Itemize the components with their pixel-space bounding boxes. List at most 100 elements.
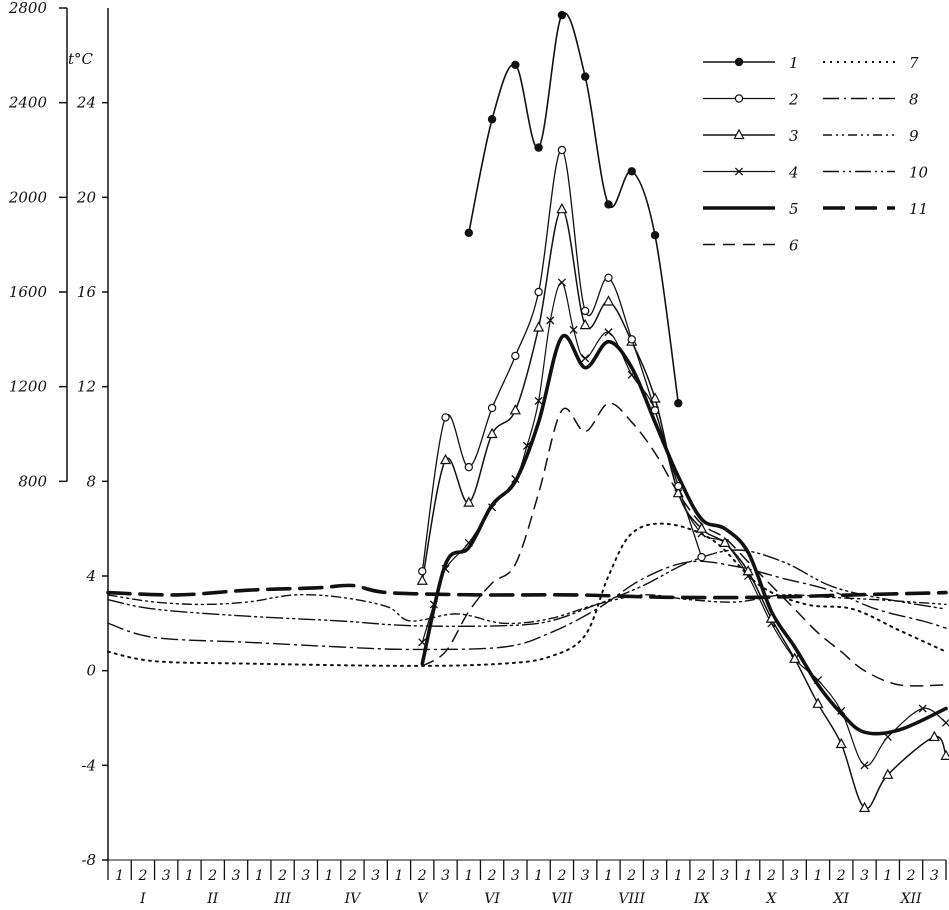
x-decade-label: 3 [232, 868, 241, 884]
series-point [835, 737, 847, 749]
series-point [928, 730, 940, 742]
series-point [534, 396, 543, 405]
series-3-line [421, 208, 947, 810]
left-axis-tick-label: 12 [77, 378, 96, 396]
legend-label-7: 7 [909, 54, 919, 72]
series-point [627, 167, 636, 176]
series-point [602, 295, 615, 306]
series-9-line [107, 593, 947, 625]
series-point [627, 335, 636, 344]
legend-label-5: 5 [789, 200, 799, 218]
x-decade-label: 2 [417, 868, 427, 884]
x-decade-label: 3 [301, 868, 310, 884]
series-point [487, 403, 497, 413]
sum-axis-tick-label: 2400 [8, 94, 48, 112]
series-point [697, 552, 706, 562]
x-decade-label: 2 [347, 868, 357, 884]
series-point [416, 574, 428, 585]
series-point [918, 704, 927, 713]
series-point [556, 202, 568, 214]
x-decade-label: 2 [906, 868, 916, 884]
x-decade-label: 3 [441, 868, 450, 884]
series-point [580, 72, 590, 81]
legend-label-2: 2 [788, 91, 799, 109]
x-decade-label: 3 [581, 868, 590, 884]
series-point [534, 143, 543, 152]
x-decade-label: 2 [487, 868, 497, 884]
series-point [789, 652, 801, 663]
series-point [837, 706, 846, 715]
x-decade-label: 2 [696, 868, 706, 884]
series-6-line [421, 402, 947, 687]
legend-label-1: 1 [789, 54, 799, 72]
series-point [812, 697, 824, 708]
x-month-label: VII [551, 891, 573, 907]
series-point [604, 273, 613, 282]
series-point [604, 328, 613, 337]
x-decade-label: 3 [371, 868, 380, 884]
series-point [695, 522, 708, 533]
x-decade-label: 2 [137, 868, 147, 884]
x-decade-label: 1 [814, 868, 823, 884]
series-point [941, 718, 949, 727]
series-point [546, 316, 555, 325]
series-point [569, 325, 578, 334]
x-decade-label: 1 [255, 868, 264, 884]
series-point [858, 801, 871, 813]
series-point [579, 318, 591, 330]
x-decade-label: 1 [395, 868, 404, 884]
left-axis-tick-label: 8 [86, 472, 96, 490]
x-decade-label: 1 [115, 868, 124, 884]
series-11-line [106, 583, 948, 600]
series-point [522, 441, 532, 450]
series-point [627, 370, 636, 379]
series-point [650, 231, 660, 240]
series-7-line [107, 522, 947, 667]
sum-axis-tick-label: 2800 [8, 0, 48, 17]
series-point [674, 399, 683, 408]
series-4-line [421, 281, 947, 767]
series-point [511, 351, 520, 361]
series-point [742, 565, 754, 576]
legend-label-11: 11 [909, 200, 928, 218]
series-1-line [468, 12, 680, 404]
series-point [511, 60, 520, 69]
series-point [533, 321, 545, 332]
x-decade-label: 2 [626, 868, 636, 884]
x-month-label: XI [833, 891, 850, 907]
series-point [940, 749, 949, 760]
series-point [650, 406, 660, 415]
series-point [464, 538, 473, 547]
left-axis-tick-label: -4 [81, 756, 96, 774]
x-decade-label: 3 [651, 868, 660, 884]
x-decade-label: 1 [185, 868, 194, 884]
x-decade-label: 3 [860, 868, 869, 884]
sum-axis-tick-label: 2000 [8, 188, 48, 206]
x-decade-label: 1 [534, 868, 543, 884]
left-axis-tick-label: 16 [77, 283, 97, 301]
left-axis-tick-label: 0 [86, 662, 96, 680]
x-month-label: VIII [618, 891, 645, 907]
x-decade-label: 3 [930, 868, 939, 884]
left-axis-tick-label: 24 [76, 94, 96, 112]
series-point [649, 392, 661, 403]
series-point [813, 676, 823, 685]
series-point [488, 503, 497, 512]
x-decade-label: 1 [464, 868, 473, 884]
series-point [463, 496, 475, 507]
x-decade-label: 1 [325, 868, 334, 884]
series-point [464, 462, 474, 472]
x-decade-label: 1 [744, 868, 753, 884]
legend-label-4: 4 [788, 164, 799, 182]
left-axis-tick-label: 4 [85, 567, 96, 585]
x-month-label: XII [900, 891, 922, 907]
series-point [418, 638, 427, 647]
series-point [486, 427, 498, 439]
series-point [509, 404, 521, 415]
series-point [429, 600, 438, 609]
x-decade-label: 2 [277, 868, 287, 884]
series-point [765, 612, 778, 623]
sum-axis-tick-label: 1600 [9, 283, 48, 301]
series-point [733, 128, 745, 140]
